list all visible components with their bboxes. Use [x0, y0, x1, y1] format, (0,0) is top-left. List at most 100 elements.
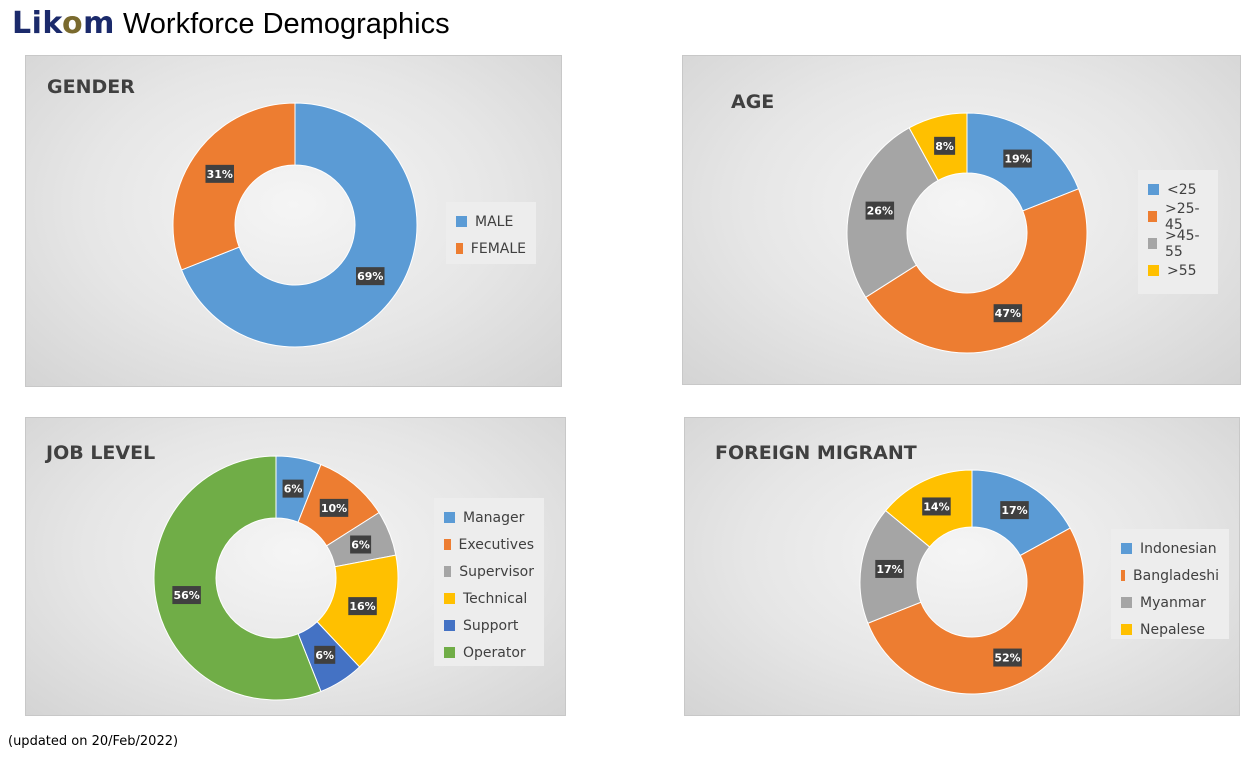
legend-label: <25	[1167, 181, 1197, 198]
legend-label: Executives	[458, 536, 534, 553]
legend-label: Indonesian	[1140, 540, 1217, 557]
legend-swatch	[456, 243, 463, 254]
job-level-legend-item-supervisor: Supervisor	[444, 558, 534, 585]
age-legend-item-25: <25	[1148, 176, 1208, 203]
foreign-migrant-data-label-myanmar: 17%	[875, 559, 904, 578]
svg-text:6%: 6%	[284, 483, 303, 496]
foreign-migrant-data-label-nepalese: 14%	[922, 497, 951, 516]
legend-swatch	[1121, 624, 1132, 635]
svg-text:47%: 47%	[995, 307, 1021, 320]
legend-label: Manager	[463, 509, 525, 526]
update-footnote: (updated on 20/Feb/2022)	[8, 734, 179, 749]
legend-swatch	[1148, 238, 1158, 249]
svg-text:69%: 69%	[357, 270, 383, 283]
svg-text:56%: 56%	[173, 589, 199, 602]
age-chart-panel: AGE 19% 47% 26% 8% <25 >25-45 >45-55 >55	[682, 55, 1241, 385]
legend-label: Support	[463, 617, 519, 634]
svg-text:31%: 31%	[207, 168, 233, 181]
legend-swatch	[444, 566, 452, 577]
legend-swatch	[444, 647, 455, 658]
job-level-legend-item-manager: Manager	[444, 504, 534, 531]
legend-label: >55	[1167, 262, 1197, 279]
age-data-label-55: 8%	[934, 136, 956, 155]
job-level-donut-chart: 6% 10% 6% 16% 6% 56%	[153, 455, 399, 701]
job-level-chart-title: JOB LEVEL	[46, 442, 156, 464]
job-level-chart-panel: JOB LEVEL 6% 10% 6% 16% 6% 56% Manager Executi…	[25, 417, 566, 716]
foreign-migrant-legend-item-indonesian: Indonesian	[1121, 535, 1219, 562]
legend-swatch	[1121, 543, 1132, 554]
gender-slice-male	[180, 102, 418, 348]
legend-swatch	[1121, 597, 1132, 608]
gender-chart-panel: GENDER 69% 31% MALE FEMALE	[25, 55, 562, 387]
foreign-migrant-legend-item-myanmar: Myanmar	[1121, 589, 1219, 616]
foreign-migrant-chart-title: FOREIGN MIGRANT	[715, 442, 917, 464]
legend-swatch	[1148, 211, 1158, 222]
age-data-label-25-45: 47%	[993, 304, 1023, 323]
age-legend: <25 >25-45 >45-55 >55	[1138, 170, 1218, 294]
foreign-migrant-legend-item-bangladeshi: Bangladeshi	[1121, 562, 1219, 589]
job-level-slice-operator	[153, 455, 322, 701]
gender-donut-chart: 69% 31%	[172, 102, 418, 348]
legend-label: Operator	[463, 644, 526, 661]
legend-swatch	[1121, 570, 1126, 581]
legend-label: FEMALE	[470, 240, 526, 257]
legend-label: Technical	[463, 590, 528, 607]
foreign-migrant-slice-bangladeshi	[867, 527, 1085, 695]
gender-data-label-male: 69%	[356, 267, 385, 286]
svg-text:19%: 19%	[1004, 153, 1030, 166]
age-slice-25-45	[864, 188, 1088, 354]
gender-legend-item-female: FEMALE	[456, 235, 526, 262]
legend-label: Nepalese	[1140, 621, 1205, 638]
foreign-migrant-donut-chart: 17% 52% 17% 14%	[859, 469, 1085, 695]
legend-label: >25-45	[1165, 200, 1200, 233]
age-data-label-25: 19%	[1003, 149, 1032, 168]
legend-label: MALE	[475, 213, 514, 230]
svg-text:10%: 10%	[321, 502, 347, 515]
svg-text:14%: 14%	[923, 500, 949, 513]
job-level-data-label-support: 6%	[314, 645, 336, 664]
gender-data-label-female: 31%	[205, 164, 234, 183]
job-level-legend: Manager Executives Supervisor Technical Supp…	[434, 498, 544, 666]
job-level-legend-item-support: Support	[444, 612, 534, 639]
foreign-migrant-data-label-bangladeshi: 52%	[993, 648, 1022, 667]
svg-text:6%: 6%	[315, 649, 334, 662]
legend-label: Supervisor	[459, 563, 534, 580]
legend-label: Bangladeshi	[1133, 567, 1219, 584]
legend-label: Myanmar	[1140, 594, 1206, 611]
age-legend-item-55: >55	[1148, 257, 1208, 284]
legend-swatch	[444, 593, 455, 604]
age-donut-chart: 19% 47% 26% 8%	[846, 112, 1088, 354]
legend-swatch	[456, 216, 467, 227]
svg-text:6%: 6%	[351, 539, 370, 552]
gender-chart-title: GENDER	[47, 76, 135, 98]
legend-swatch	[1148, 265, 1159, 276]
job-level-data-label-manager: 6%	[282, 479, 304, 498]
gender-slice-female	[172, 102, 296, 271]
svg-text:52%: 52%	[994, 652, 1020, 665]
legend-swatch	[1148, 184, 1159, 195]
age-chart-title: AGE	[731, 91, 775, 113]
foreign-migrant-legend: Indonesian Bangladeshi Myanmar Nepalese	[1111, 529, 1229, 639]
legend-label: >45-55	[1165, 227, 1200, 260]
page-title: Workforce Demographics	[122, 8, 450, 40]
job-level-legend-item-technical: Technical	[444, 585, 534, 612]
page-header: Likom Workforce Demographics	[12, 6, 450, 50]
age-data-label-45-55: 26%	[865, 201, 895, 220]
job-level-data-label-executives: 10%	[319, 498, 349, 517]
legend-swatch	[444, 539, 451, 550]
age-legend-item-45-55: >45-55	[1148, 227, 1208, 260]
svg-text:17%: 17%	[876, 563, 902, 576]
gender-legend: MALE FEMALE	[446, 202, 536, 264]
svg-text:8%: 8%	[935, 140, 954, 153]
svg-text:26%: 26%	[867, 205, 893, 218]
foreign-migrant-legend-item-nepalese: Nepalese	[1121, 616, 1219, 643]
job-level-legend-item-executives: Executives	[444, 531, 534, 558]
age-legend-item-25-45: >25-45	[1148, 200, 1208, 233]
svg-text:16%: 16%	[349, 600, 375, 613]
legend-swatch	[444, 512, 455, 523]
foreign-migrant-data-label-indonesian: 17%	[1000, 501, 1029, 520]
job-level-legend-item-operator: Operator	[444, 639, 534, 666]
job-level-data-label-supervisor: 6%	[350, 535, 372, 554]
legend-swatch	[444, 620, 455, 631]
svg-text:17%: 17%	[1001, 504, 1027, 517]
